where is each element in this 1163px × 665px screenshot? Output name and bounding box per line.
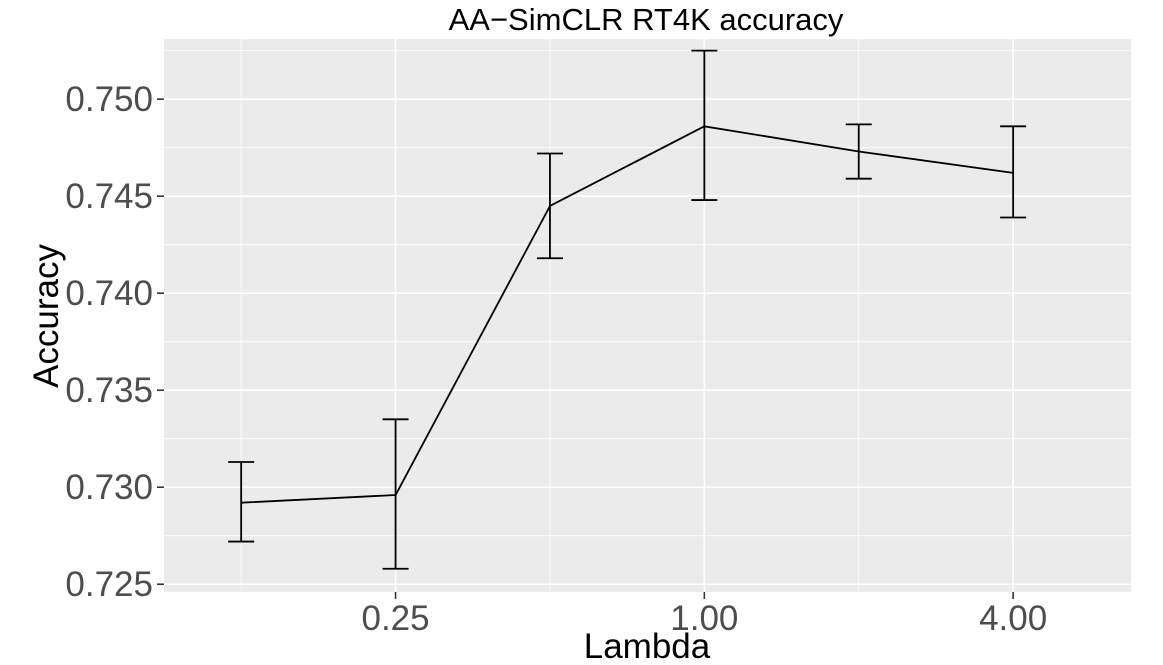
accuracy-line xyxy=(241,125,1014,504)
error-bar xyxy=(845,123,872,180)
error-bar xyxy=(691,49,718,201)
y-axis: 0.725 0.730 0.735 0.740 0.745 0.750 xyxy=(65,80,164,604)
error-bar xyxy=(228,461,255,543)
y-tick-label: 0.750 xyxy=(65,80,153,119)
grid-lines xyxy=(164,39,1131,592)
x-tick-label: 1.00 xyxy=(670,599,738,638)
x-axis: 0.25 1.00 4.00 xyxy=(361,592,1047,638)
x-axis-title: Lambda xyxy=(584,627,711,665)
x-tick-label: 4.00 xyxy=(979,599,1047,638)
y-tick-label: 0.730 xyxy=(65,468,153,507)
plot-panel xyxy=(164,39,1131,592)
error-bar xyxy=(1000,125,1027,219)
chart-title: AA−SimCLR RT4K accuracy xyxy=(449,2,844,37)
error-bar xyxy=(536,152,563,260)
y-tick-label: 0.745 xyxy=(65,177,153,216)
y-tick-label: 0.725 xyxy=(65,565,153,604)
y-tick-label: 0.735 xyxy=(65,371,153,410)
y-axis-title: Accuracy xyxy=(27,244,66,388)
x-tick-label: 0.25 xyxy=(361,599,429,638)
error-bar xyxy=(382,418,409,570)
y-tick-label: 0.740 xyxy=(65,274,153,313)
series-group xyxy=(228,49,1027,570)
